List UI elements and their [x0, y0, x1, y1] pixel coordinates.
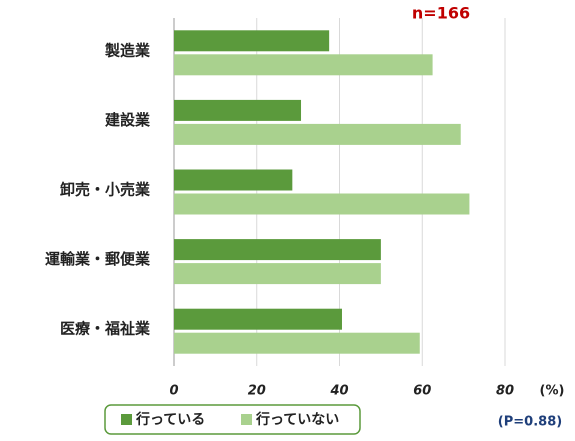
category-label: 製造業	[104, 41, 151, 59]
x-axis-unit: (%)	[540, 384, 565, 399]
bar	[174, 332, 420, 354]
bar	[174, 30, 330, 52]
category-label: 医療・福祉業	[60, 320, 151, 338]
legend-swatch	[121, 414, 132, 425]
bar	[174, 263, 381, 285]
x-tick-label: 60	[413, 384, 431, 399]
bar	[174, 54, 433, 76]
category-label: 建設業	[105, 111, 151, 129]
legend-swatch	[241, 414, 252, 425]
bar	[174, 239, 381, 261]
legend-label: 行っている	[135, 411, 205, 428]
bar	[174, 99, 302, 121]
category-label: 卸売・小売業	[60, 181, 151, 199]
category-label: 運輸業・郵便業	[45, 250, 151, 268]
bar	[174, 308, 342, 330]
bar	[174, 193, 470, 215]
legend-box	[104, 404, 361, 435]
x-tick-label: 40	[329, 384, 348, 399]
legend-label: 行っていない	[255, 411, 339, 428]
x-tick-label: 20	[248, 384, 266, 399]
x-tick-label: 80	[496, 384, 514, 399]
sample-size: n=166	[412, 4, 470, 23]
p-value: (P=0.88)	[498, 415, 562, 430]
bar	[174, 169, 293, 191]
bar	[174, 123, 461, 145]
x-tick-label: 0	[169, 384, 178, 399]
